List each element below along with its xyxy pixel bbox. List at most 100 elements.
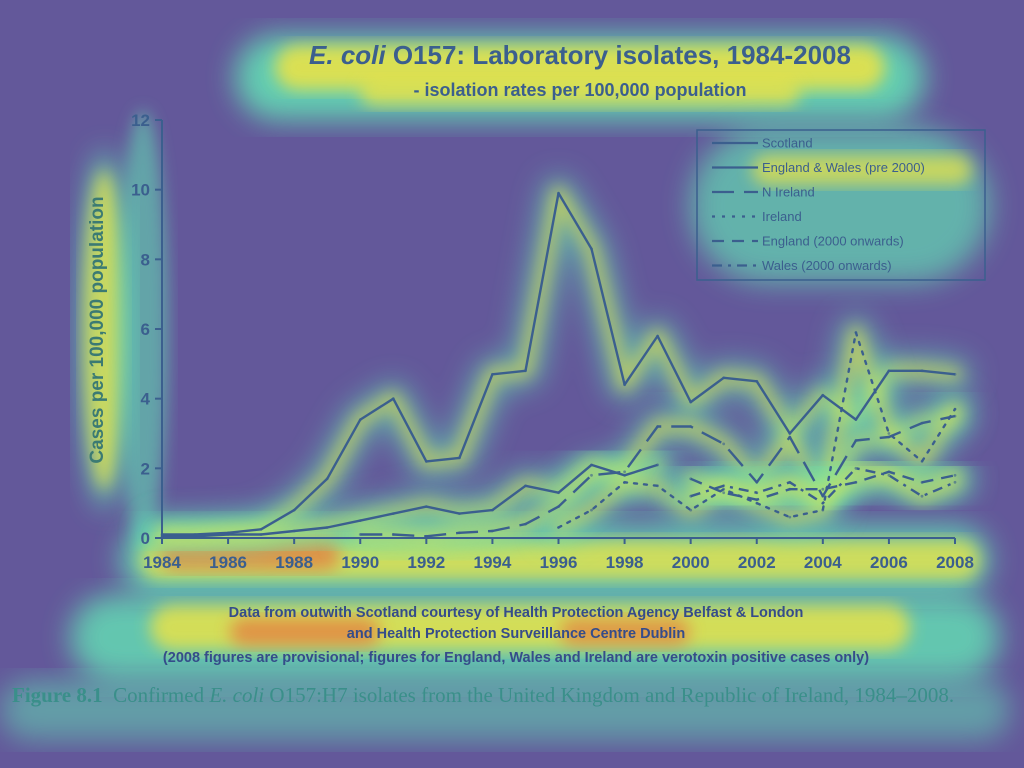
glow-yticks	[118, 110, 168, 550]
series-2-point-1996	[557, 505, 560, 508]
x-tick-label-2000: 2000	[672, 553, 710, 572]
series-1-point-1985	[193, 534, 197, 538]
x-ticks: 1984 1986 1988 1990 1992 1994 1996 1998 2000 2002…	[143, 538, 974, 572]
series-5-point-2005	[854, 466, 858, 470]
x-tick-label-1998: 1998	[606, 553, 644, 572]
x-tick-label-2006: 2006	[870, 553, 908, 572]
series-0-point-1994	[491, 372, 494, 376]
series-1-point-1989	[325, 526, 329, 529]
y-tick-label-12: 12	[131, 111, 150, 130]
series-3-point-2001	[722, 487, 726, 491]
series-1-point-1991	[391, 512, 395, 515]
chart-subtitle: - isolation rates per 100,000 population	[413, 80, 746, 100]
series-2-point-1997	[590, 473, 593, 477]
series-4-point-2008	[953, 473, 957, 477]
x-tick-label-1988: 1988	[275, 553, 313, 572]
series-1-point-1994	[491, 508, 494, 512]
x-tick-label-1996: 1996	[540, 553, 578, 572]
glow-legend-core	[752, 155, 972, 185]
series-1-point-1988	[292, 529, 296, 533]
series-0-point-1992	[424, 460, 428, 463]
series-5-point-2006	[887, 473, 891, 477]
series-0-point-1995	[524, 369, 527, 373]
series-0-point-1999	[656, 334, 659, 338]
series-5-point-2003	[788, 480, 792, 484]
series-1-point-1986	[226, 533, 230, 536]
series-3-point-1998	[623, 480, 626, 484]
series-5	[689, 466, 957, 505]
series-4-point-2007	[920, 480, 924, 484]
series-3-point-1999	[656, 484, 659, 488]
series-5-point-2008	[953, 480, 957, 484]
series-2-point-2006	[887, 435, 891, 439]
series-2-point-1994	[491, 529, 494, 533]
series-3-point-2005	[854, 331, 858, 334]
series-5-point-2000	[689, 494, 693, 498]
series-1-point-1987	[259, 533, 263, 536]
y-tick-label-2: 2	[141, 459, 150, 478]
series-4-point-2000	[689, 477, 693, 481]
series-0-point-2001	[722, 376, 726, 380]
series-0-point-1989	[325, 477, 329, 481]
source-note-2: and Health Protection Surveillance Centr…	[347, 626, 685, 642]
series-2-point-2005	[854, 439, 858, 442]
y-tick-label-0: 0	[141, 529, 150, 548]
legend: Scotland England & Wales (pre 2000) N Irel…	[696, 129, 986, 281]
legend-label-1: England & Wales (pre 2000)	[762, 160, 925, 175]
series-2-point-1991	[391, 533, 395, 536]
y-tick-label-6: 6	[141, 320, 150, 339]
legend-box	[696, 129, 986, 281]
series-5-point-2004	[821, 501, 825, 505]
x-tick-label-2004: 2004	[804, 553, 842, 572]
series-1-point-1999	[656, 463, 659, 467]
legend-label-2: N Ireland	[762, 185, 815, 200]
series-2-point-1993	[458, 531, 461, 535]
series-0-point-2008	[953, 372, 957, 376]
series-4	[689, 470, 957, 502]
series-layer	[160, 191, 957, 538]
y-axis-label: Cases per 100,000 population	[87, 196, 108, 463]
series-0-point-2005	[854, 418, 858, 421]
series-2-point-2000	[689, 425, 693, 428]
x-tick-label-1990: 1990	[341, 553, 379, 572]
series-0-point-1988	[292, 508, 296, 512]
series-2-point-2003	[788, 435, 792, 439]
series-3	[557, 331, 957, 529]
series-3-point-2004	[821, 508, 825, 512]
caption-text-before: Confirmed	[113, 683, 210, 707]
series-2-point-1992	[424, 534, 428, 538]
series-0-point-1996	[557, 191, 560, 195]
legend-label-0: Scotland	[762, 136, 813, 151]
series-1	[160, 463, 659, 538]
series-3-point-1997	[590, 508, 593, 512]
caption-italic: E. coli	[209, 683, 265, 707]
series-4-point-2006	[887, 470, 891, 474]
chart-title: E. coli O157: Laboratory isolates, 1984-…	[309, 40, 851, 70]
glow-notes-hot-2	[560, 618, 690, 646]
series-5-point-2007	[920, 494, 924, 498]
series-2-point-2001	[722, 442, 726, 446]
series-0-point-2000	[689, 400, 693, 404]
y-ticks: 0 2 4 6 8 10 12	[131, 111, 162, 548]
series-2-point-2008	[953, 414, 957, 418]
series-0-point-2002	[755, 379, 759, 383]
series-0-point-2006	[887, 369, 891, 373]
y-tick-label-10: 10	[131, 181, 150, 200]
series-4-point-2005	[854, 480, 858, 484]
series-2-point-1999	[656, 425, 659, 428]
glow-notes-hot-1	[230, 618, 380, 646]
series-0	[160, 191, 957, 536]
series-0-point-1987	[259, 527, 263, 531]
series-3-point-2000	[689, 508, 693, 512]
series-line-4	[690, 470, 956, 501]
x-tick-label-2008: 2008	[936, 553, 974, 572]
caption-label: Figure 8.1	[12, 683, 103, 707]
series-2-point-2004	[821, 494, 825, 498]
chart-title-italic: E. coli	[309, 40, 386, 70]
x-tick-label-1994: 1994	[474, 553, 512, 572]
series-1-point-1984	[160, 534, 164, 538]
source-note-3: (2008 figures are provisional; figures f…	[163, 650, 869, 666]
y-tick-label-8: 8	[141, 250, 150, 269]
series-0-point-1997	[590, 247, 593, 251]
